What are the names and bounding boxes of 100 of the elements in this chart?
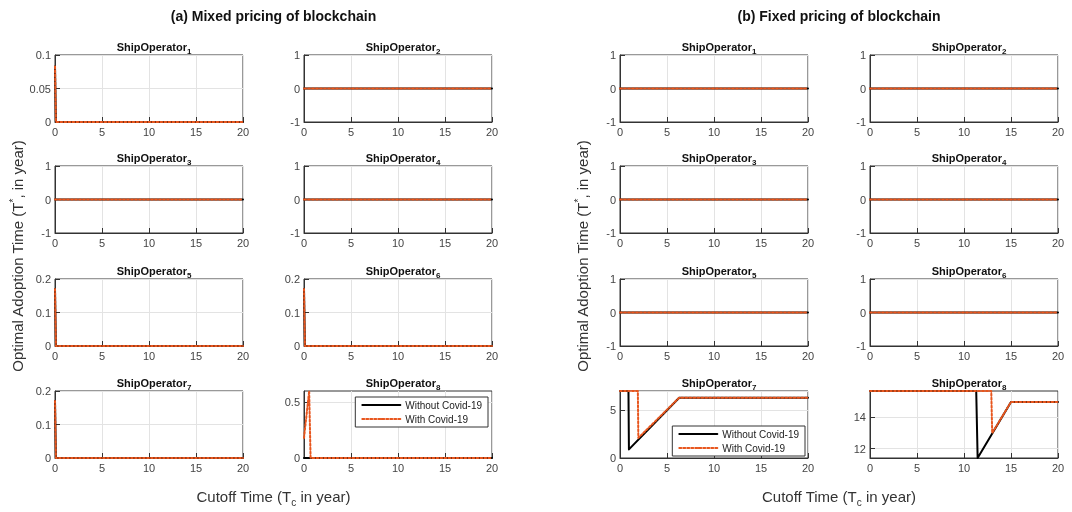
x-tick-label: 10 bbox=[707, 461, 721, 474]
x-tick-label: 20 bbox=[485, 349, 499, 362]
y-tick-label: 0 bbox=[44, 340, 51, 352]
y-tick-label: -1 bbox=[856, 116, 866, 128]
y-tick-label: 1 bbox=[293, 160, 300, 172]
x-tick-label: 10 bbox=[142, 461, 156, 474]
x-tick-label: 10 bbox=[707, 349, 721, 362]
x-tick-label: 5 bbox=[663, 125, 671, 138]
y-tick-label: 0 bbox=[293, 193, 300, 206]
x-tick-label: 10 bbox=[957, 349, 971, 362]
y-tick-label: 0 bbox=[859, 193, 866, 206]
x-tick-label: 10 bbox=[957, 236, 971, 249]
y-tick-label: 0 bbox=[859, 82, 866, 95]
y-tick-label: 1 bbox=[609, 273, 616, 285]
x-tick-label: 20 bbox=[485, 125, 499, 138]
x-tick-label: 15 bbox=[1004, 125, 1018, 138]
x-tick-label: 15 bbox=[754, 236, 768, 249]
x-tick-label: 20 bbox=[801, 349, 815, 362]
x-tick-label: 20 bbox=[801, 461, 815, 474]
y-tick-label: 0 bbox=[859, 306, 866, 319]
x-tick-label: 5 bbox=[98, 125, 106, 138]
x-tick-label: 15 bbox=[438, 461, 452, 474]
x-tick-label: 15 bbox=[438, 349, 452, 362]
x-tick-label: 15 bbox=[438, 125, 452, 138]
y-tick-label: 0.2 bbox=[284, 273, 300, 285]
x-tick-label: 20 bbox=[1051, 461, 1065, 474]
x-tick-label: 15 bbox=[438, 236, 452, 249]
y-tick-label: 12 bbox=[853, 442, 866, 455]
y-tick-label: 5 bbox=[609, 404, 616, 417]
x-tick-label: 10 bbox=[707, 236, 721, 249]
x-tick-label: 20 bbox=[236, 125, 250, 138]
x-tick-label: 20 bbox=[236, 236, 250, 249]
y-tick-label: 0 bbox=[609, 193, 616, 206]
x-tick-label: 5 bbox=[98, 349, 106, 362]
y-tick-label: -1 bbox=[290, 227, 300, 239]
x-tick-label: 15 bbox=[1004, 236, 1018, 249]
y-tick-label: 0 bbox=[44, 116, 51, 128]
x-tick-label: 10 bbox=[391, 461, 405, 474]
x-tick-label: 10 bbox=[957, 125, 971, 138]
y-tick-label: 0 bbox=[293, 82, 300, 95]
x-tick-label: 5 bbox=[913, 349, 921, 362]
x-tick-label: 20 bbox=[1051, 125, 1065, 138]
x-tick-label: 20 bbox=[485, 461, 499, 474]
x-tick-label: 5 bbox=[663, 236, 671, 249]
x-tick-label: 20 bbox=[1051, 349, 1065, 362]
x-tick-label: 20 bbox=[485, 236, 499, 249]
y-tick-label: -1 bbox=[606, 227, 616, 239]
x-tick-label: 15 bbox=[189, 349, 203, 362]
y-tick-label: 1 bbox=[44, 160, 51, 172]
x-tick-label: 15 bbox=[1004, 461, 1018, 474]
y-tick-label: 1 bbox=[859, 273, 866, 285]
y-tick-label: 0.1 bbox=[35, 418, 51, 431]
y-tick-label: 0.05 bbox=[29, 82, 51, 95]
y-tick-label: -1 bbox=[856, 227, 866, 239]
y-tick-label: -1 bbox=[41, 227, 51, 239]
x-tick-label: 5 bbox=[347, 461, 355, 474]
x-axis-title: Cutoff Time (T$_{c}$ in year) bbox=[196, 488, 351, 508]
y-tick-label: 0 bbox=[293, 340, 300, 352]
x-tick-label: 10 bbox=[142, 125, 156, 138]
x-tick-label: 10 bbox=[142, 349, 156, 362]
text: (b) Fixed pricing of blockchain bbox=[737, 8, 941, 24]
x-tick-label: 15 bbox=[754, 349, 768, 362]
y-tick-label: 0.1 bbox=[284, 306, 300, 319]
y-tick-label: 0.1 bbox=[35, 49, 51, 61]
y-tick-label: 0 bbox=[44, 193, 51, 206]
x-tick-label: 5 bbox=[663, 349, 671, 362]
y-tick-label: 0.1 bbox=[35, 306, 51, 319]
x-tick-label: 15 bbox=[1004, 349, 1018, 362]
y-tick-label: -1 bbox=[856, 340, 866, 352]
x-tick-label: 20 bbox=[801, 125, 815, 138]
x-tick-label: 10 bbox=[142, 236, 156, 249]
text: (a) Mixed pricing of blockchain bbox=[170, 8, 377, 24]
legend-label: Without Covid-19 bbox=[405, 399, 483, 411]
y-tick-label: 0.2 bbox=[35, 273, 51, 285]
x-tick-label: 20 bbox=[1051, 236, 1065, 249]
y-tick-label: 0.5 bbox=[284, 396, 300, 409]
x-tick-label: 20 bbox=[236, 349, 250, 362]
y-tick-label: 0.2 bbox=[35, 385, 51, 397]
y-tick-label: -1 bbox=[606, 340, 616, 352]
x-tick-label: 5 bbox=[913, 236, 921, 249]
x-tick-label: 5 bbox=[347, 349, 355, 362]
x-tick-label: 20 bbox=[801, 236, 815, 249]
legend-label: Without Covid-19 bbox=[722, 428, 800, 440]
x-tick-label: 5 bbox=[347, 236, 355, 249]
y-tick-label: 1 bbox=[859, 49, 866, 61]
x-tick-label: 5 bbox=[98, 461, 106, 474]
x-tick-label: 5 bbox=[663, 461, 671, 474]
y-tick-label: 1 bbox=[609, 49, 616, 61]
x-axis-title: Cutoff Time (T$_{c}$ in year) bbox=[762, 488, 916, 508]
y-tick-label: -1 bbox=[290, 116, 300, 128]
x-tick-label: 15 bbox=[754, 461, 768, 474]
x-tick-label: 5 bbox=[347, 125, 355, 138]
x-tick-label: 15 bbox=[189, 236, 203, 249]
y-tick-label: 1 bbox=[859, 160, 866, 172]
x-tick-label: 5 bbox=[913, 461, 921, 474]
x-tick-label: 10 bbox=[391, 349, 405, 362]
y-tick-label: 0 bbox=[44, 452, 51, 464]
y-tick-label: -1 bbox=[606, 116, 616, 128]
legend-label: With Covid-19 bbox=[405, 413, 469, 425]
y-tick-label: 0 bbox=[609, 452, 616, 464]
